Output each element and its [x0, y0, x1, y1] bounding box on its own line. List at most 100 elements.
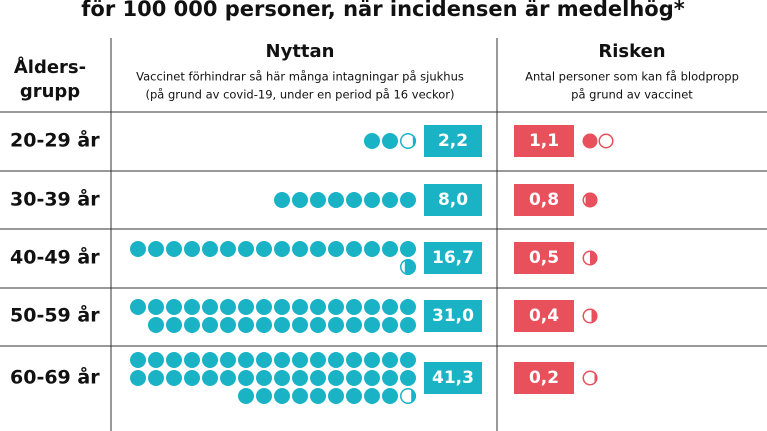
- dot: [202, 241, 218, 257]
- dot: [382, 352, 398, 368]
- dot: [328, 299, 344, 315]
- dot: [364, 241, 380, 257]
- age-label: 40-49 år: [10, 245, 100, 269]
- dot: [166, 299, 182, 315]
- dot: [184, 352, 200, 368]
- dot-part: [594, 372, 598, 384]
- dot: [274, 317, 290, 333]
- dot: [256, 370, 272, 386]
- benefit-dots: [364, 133, 416, 149]
- dot: [256, 317, 272, 333]
- dot: [310, 317, 326, 333]
- dot: [582, 133, 598, 149]
- dot: [328, 192, 344, 208]
- dot: [328, 352, 344, 368]
- benefit-dots: [130, 241, 416, 275]
- benefit-dots: [130, 352, 416, 404]
- dot: [184, 241, 200, 257]
- dot: [256, 352, 272, 368]
- dot: [184, 299, 200, 315]
- dot: [346, 352, 362, 368]
- dot: [310, 370, 326, 386]
- value-box: [514, 242, 574, 274]
- value-box: [424, 125, 482, 157]
- dot: [202, 317, 218, 333]
- dot: [400, 317, 416, 333]
- dot: [238, 317, 254, 333]
- dot: [364, 133, 380, 149]
- dot: [328, 370, 344, 386]
- dot: [202, 370, 218, 386]
- dot: [364, 317, 380, 333]
- dot-part: [612, 136, 614, 146]
- dot: [292, 299, 308, 315]
- dot: [184, 317, 200, 333]
- dot: [184, 370, 200, 386]
- dot: [310, 299, 326, 315]
- age-label: 30-39 år: [10, 187, 100, 211]
- dot: [220, 241, 236, 257]
- dot: [166, 241, 182, 257]
- dot: [274, 388, 290, 404]
- dot: [238, 299, 254, 315]
- dot: [130, 352, 146, 368]
- dot: [220, 352, 236, 368]
- risk-dots: [582, 192, 598, 208]
- dot: [274, 192, 290, 208]
- value-box: [514, 184, 574, 216]
- risk-dots: [582, 370, 598, 386]
- dot: [130, 299, 146, 315]
- dot-part: [411, 388, 416, 404]
- risk-dots: [582, 250, 598, 266]
- dot: [382, 388, 398, 404]
- benefit-dots: [130, 299, 416, 333]
- dot: [328, 317, 344, 333]
- risk-dots: [582, 133, 614, 149]
- dot: [256, 241, 272, 257]
- dot: [148, 299, 164, 315]
- dot-part: [590, 250, 598, 266]
- dot: [274, 352, 290, 368]
- dot: [148, 317, 164, 333]
- dot: [310, 192, 326, 208]
- age-header: grupp: [20, 81, 80, 102]
- dot: [382, 299, 398, 315]
- dot: [274, 299, 290, 315]
- benefit-dots: [274, 192, 416, 208]
- age-label: 20-29 år: [10, 128, 100, 152]
- dot-part: [591, 308, 598, 324]
- dot: [400, 192, 416, 208]
- value-label: 16,7: [432, 248, 474, 268]
- dot: [238, 352, 254, 368]
- dot: [238, 370, 254, 386]
- value-box: [514, 300, 574, 332]
- value-box: [424, 184, 482, 216]
- dot: [400, 352, 416, 368]
- value-label: 41,3: [432, 368, 474, 388]
- dot: [166, 370, 182, 386]
- dot: [346, 388, 362, 404]
- dot: [292, 241, 308, 257]
- dot: [382, 241, 398, 257]
- age-header: Ålders-: [14, 55, 86, 78]
- dot: [202, 352, 218, 368]
- dot: [238, 241, 254, 257]
- dot: [256, 388, 272, 404]
- value-label: 0,5: [529, 248, 559, 268]
- title: för 100 000 personer, när incidensen är …: [81, 0, 684, 21]
- dot: [292, 192, 308, 208]
- dot: [364, 388, 380, 404]
- dot: [220, 299, 236, 315]
- dot: [292, 317, 308, 333]
- dot: [328, 388, 344, 404]
- dot: [364, 370, 380, 386]
- dot: [364, 352, 380, 368]
- dot: [364, 299, 380, 315]
- value-label: 1,1: [529, 131, 559, 151]
- dot: [598, 133, 614, 149]
- dot: [382, 133, 398, 149]
- dot: [310, 388, 326, 404]
- dot-part: [585, 192, 598, 208]
- value-label: 31,0: [432, 306, 474, 326]
- value-label: 8,0: [438, 190, 468, 210]
